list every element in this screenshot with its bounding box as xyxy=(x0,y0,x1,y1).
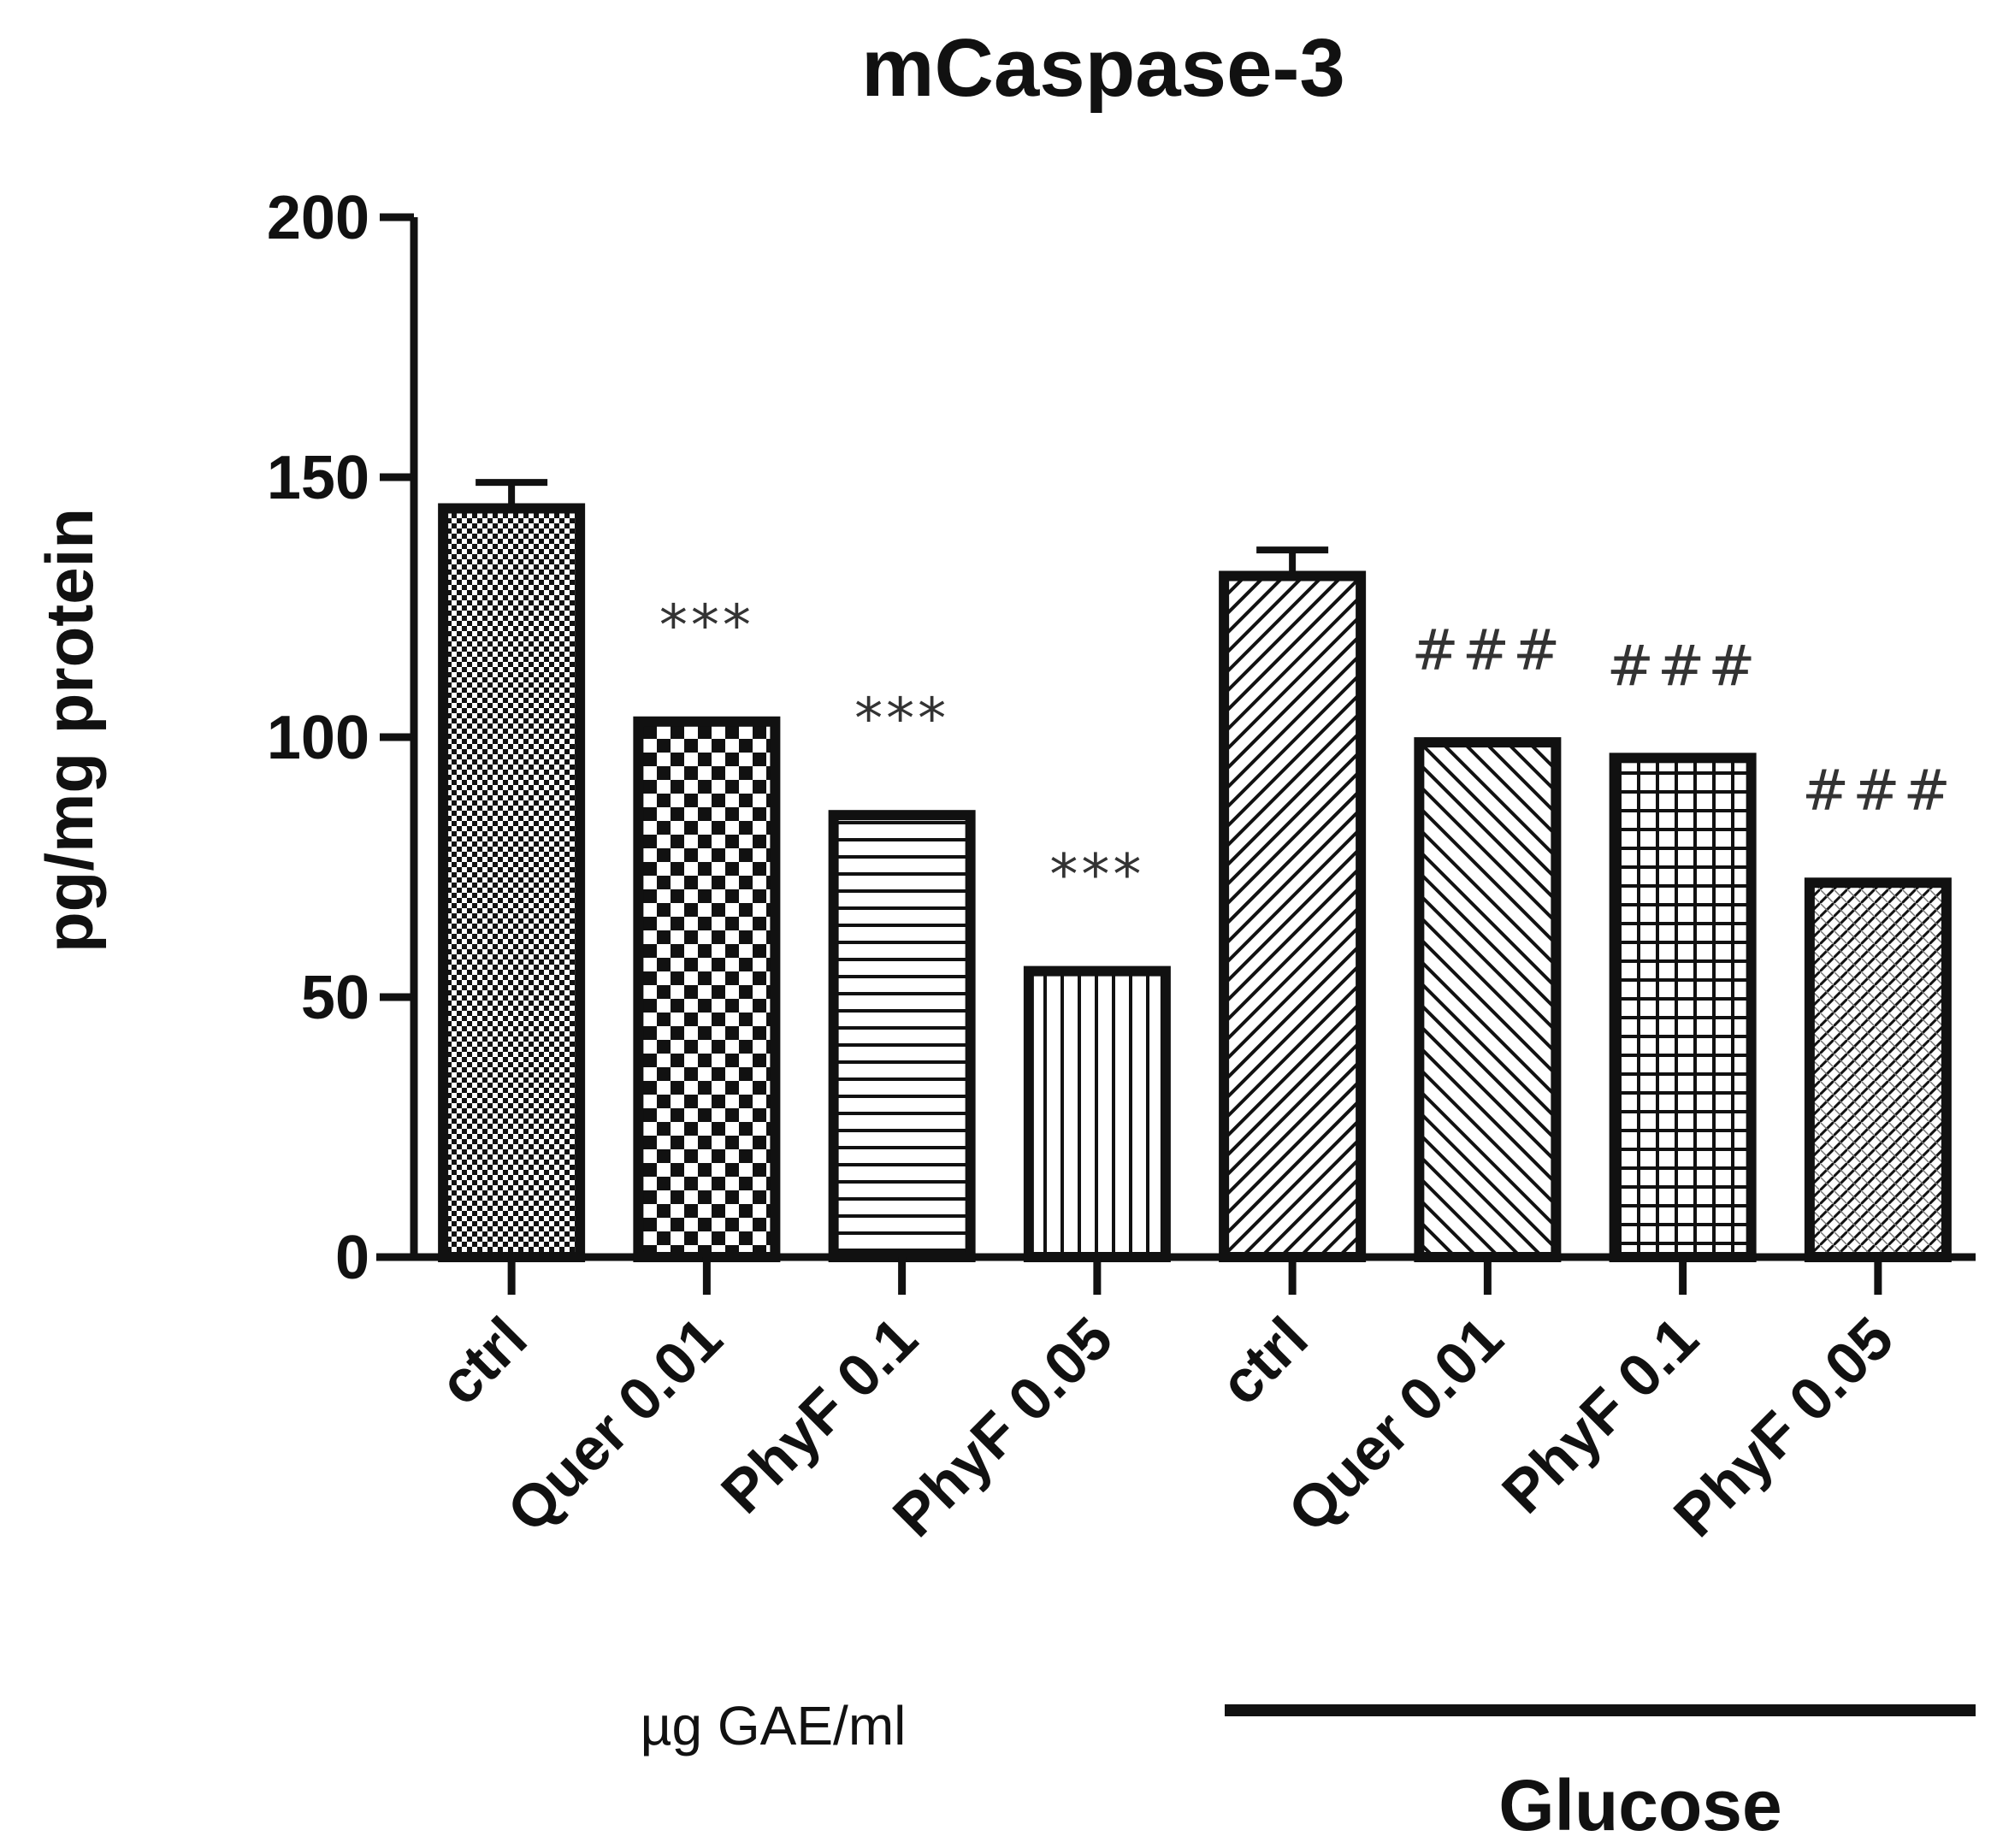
y-axis-label: pg/mg protein xyxy=(32,508,107,953)
significance-hashes: ### xyxy=(1802,758,1954,824)
y-tick-label: 200 xyxy=(267,184,369,252)
y-tick-label: 150 xyxy=(267,444,369,512)
bar xyxy=(1219,570,1367,1262)
bar xyxy=(1609,753,1757,1262)
unit-label: µg GAE/ml xyxy=(641,1695,907,1756)
significance-hashes: ### xyxy=(1607,633,1759,699)
y-tick-label: 100 xyxy=(267,704,369,772)
bar xyxy=(1023,965,1171,1262)
y-ticks: 0 50 100 150 200 xyxy=(267,184,414,1292)
bar xyxy=(1414,737,1562,1262)
chart-title: mCaspase-3 xyxy=(861,22,1345,114)
y-tick-label: 0 xyxy=(335,1224,369,1292)
bar xyxy=(438,503,586,1262)
bar xyxy=(633,716,781,1262)
x-tick-label: ctrl xyxy=(1208,1304,1320,1417)
bar xyxy=(1804,877,1952,1262)
x-tick-label: Quer 0.01 xyxy=(1275,1304,1515,1544)
significance-stars: *** xyxy=(1049,842,1144,908)
group-label: Glucose xyxy=(1498,1765,1781,1845)
x-tick-label: Quer 0.01 xyxy=(494,1304,735,1544)
significance-stars: *** xyxy=(854,686,949,752)
y-tick-label: 50 xyxy=(301,964,369,1032)
significance-hashes: ### xyxy=(1411,617,1563,683)
bars xyxy=(438,479,1952,1262)
significance-stars: *** xyxy=(659,593,754,658)
significance-annotations: *** *** *** ### ### ### xyxy=(659,593,1954,908)
x-tick-label: ctrl xyxy=(427,1304,540,1417)
bar xyxy=(828,810,976,1262)
